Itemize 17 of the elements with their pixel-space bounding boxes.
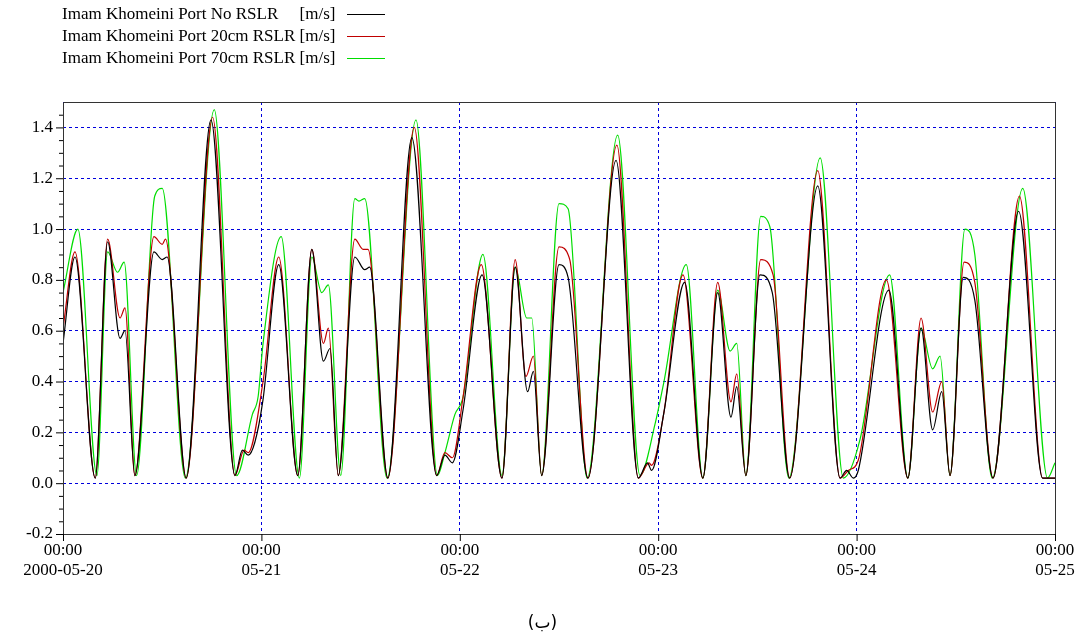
x-tick-label: 00:00 05-25 xyxy=(1035,539,1075,580)
text: (ب) xyxy=(526,612,559,632)
y-tick-label: 1.4 xyxy=(31,116,54,136)
x-tick-label: 00:00 05-24 xyxy=(836,539,877,580)
y-tick-label: 1.0 xyxy=(31,218,53,238)
y-tick-label: 1.2 xyxy=(31,167,53,187)
y-tick-label: 0.4 xyxy=(31,371,54,390)
x-tick-label: 00:00 05-22 xyxy=(439,539,480,580)
legend-label: Imam Khomeini Port 70cm RSLR [m/s] xyxy=(62,47,336,69)
y-tick-label: 0.8 xyxy=(31,269,53,289)
y-tick-label: 0.0 xyxy=(31,472,53,492)
x-tick-label: 00:00 05-21 xyxy=(241,539,282,580)
legend-label: Imam Khomeini Port No RSLR [m/s] xyxy=(62,3,336,25)
legend-label: Imam Khomeini Port 20cm RSLR [m/s] xyxy=(62,25,336,47)
x-tick-label: 00:00 05-23 xyxy=(638,539,679,580)
y-tick-label: 0.2 xyxy=(31,421,53,441)
y-tick-label: 0.6 xyxy=(31,320,53,340)
